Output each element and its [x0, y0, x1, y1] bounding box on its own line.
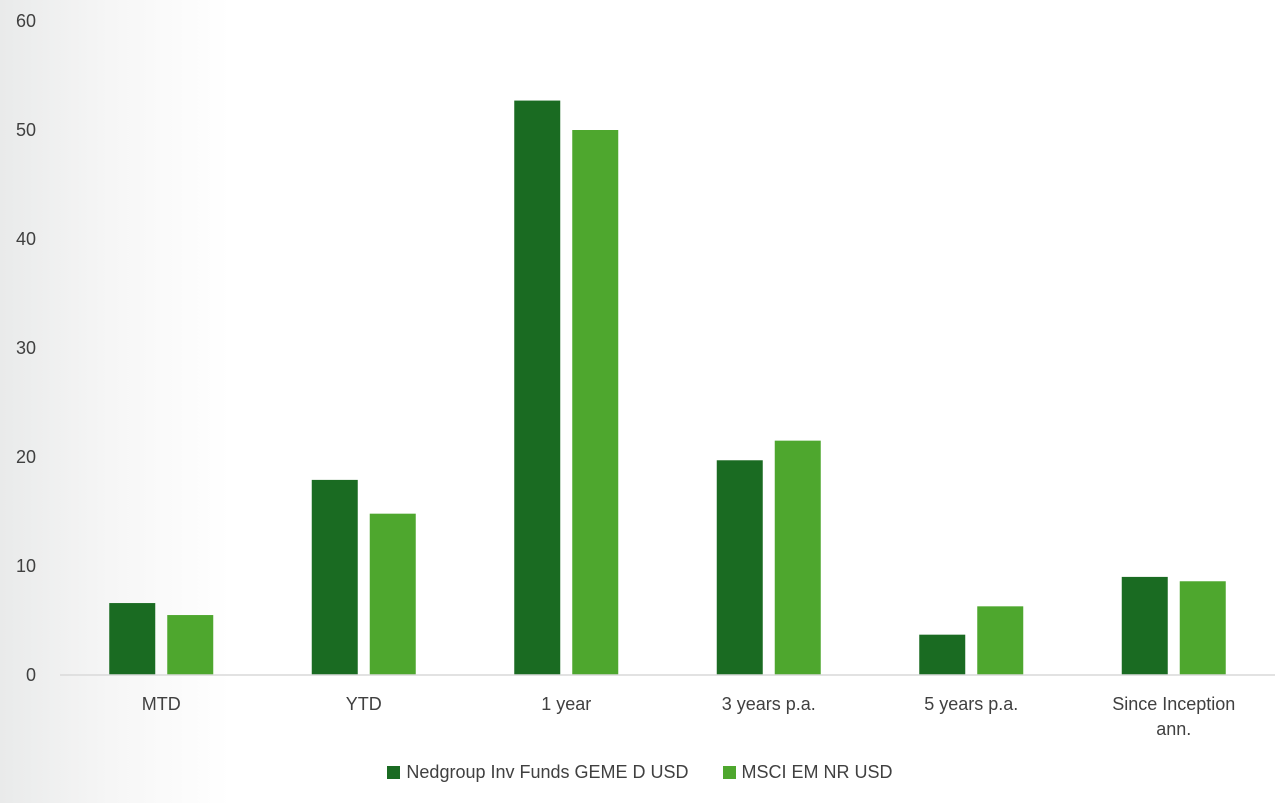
x-tick-label: MTD — [142, 694, 181, 714]
bar-series-1 — [311, 479, 358, 675]
y-tick-label: 50 — [16, 120, 36, 140]
bar-series-2 — [1179, 581, 1226, 675]
bar-series-2 — [572, 130, 619, 675]
bar-series-2 — [167, 615, 214, 675]
x-tick-label: Since Inception — [1112, 694, 1235, 714]
y-tick-label: 30 — [16, 338, 36, 358]
bars — [109, 100, 1226, 675]
x-axis: MTD YTD 1 year 3 years p.a. 5 years p.a. Sinc… — [142, 694, 1236, 739]
y-tick-label: 60 — [16, 11, 36, 31]
bar-series-1 — [109, 603, 156, 675]
bar-chart: 0 10 20 30 40 50 60 MTD YTD 1 year 3 years p.a. 5 … — [16, 11, 1275, 739]
bar-series-1 — [919, 634, 966, 675]
x-tick-label: 1 year — [541, 694, 591, 714]
legend-item-series-1: Nedgroup Inv Funds GEME D USD — [387, 762, 689, 783]
bar-series-1 — [1121, 576, 1168, 675]
bar-series-2 — [369, 513, 416, 675]
x-tick-label: 3 years p.a. — [722, 694, 816, 714]
y-tick-label: 0 — [26, 665, 36, 685]
y-tick-label: 20 — [16, 447, 36, 467]
bar-series-1 — [514, 100, 561, 675]
bar-series-2 — [774, 440, 821, 675]
legend: Nedgroup Inv Funds GEME D USD MSCI EM NR… — [0, 762, 1280, 783]
legend-label-series-2: MSCI EM NR USD — [741, 762, 893, 782]
legend-label-series-1: Nedgroup Inv Funds GEME D USD — [406, 762, 689, 782]
bar-series-2 — [977, 606, 1024, 675]
y-tick-label: 10 — [16, 556, 36, 576]
x-tick-label: YTD — [346, 694, 382, 714]
bar-series-1 — [716, 460, 763, 675]
y-axis: 0 10 20 30 40 50 60 — [16, 11, 36, 685]
x-tick-label: ann. — [1156, 719, 1191, 739]
y-tick-label: 40 — [16, 229, 36, 249]
legend-swatch-series-2 — [722, 766, 736, 779]
legend-swatch-series-1 — [387, 766, 401, 779]
x-tick-label: 5 years p.a. — [924, 694, 1018, 714]
legend-item-series-2: MSCI EM NR USD — [722, 762, 893, 783]
